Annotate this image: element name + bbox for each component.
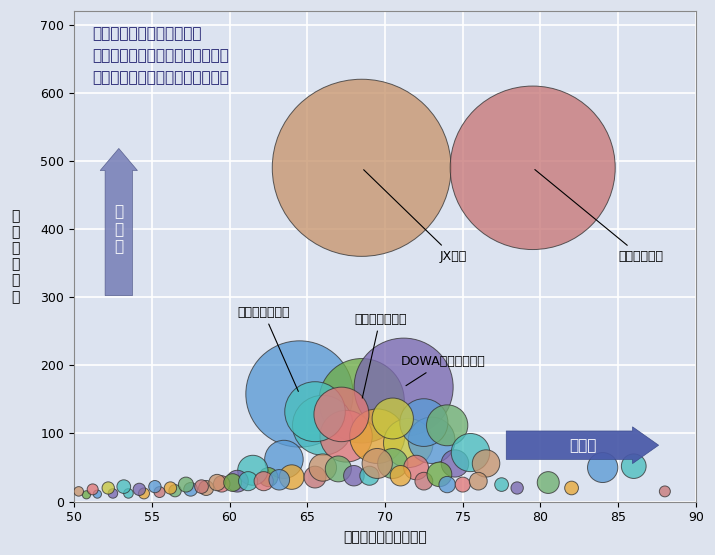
- X-axis label: パテントスコア最高値: パテントスコア最高値: [343, 530, 427, 544]
- Ellipse shape: [537, 472, 559, 493]
- Ellipse shape: [139, 488, 149, 499]
- Text: 三菱マテリアル: 三菱マテリアル: [237, 306, 298, 391]
- Ellipse shape: [450, 86, 615, 250]
- FancyArrow shape: [506, 427, 659, 463]
- Ellipse shape: [269, 470, 290, 490]
- Ellipse shape: [408, 417, 455, 463]
- Text: 円の大きさ：有効特許件数
　縦軸：権利者スコア（総合力）
　横軸：スコア最高値（個別力）: 円の大きさ：有効特許件数 縦軸：権利者スコア（総合力） 横軸：スコア最高値（個別…: [93, 26, 230, 85]
- Ellipse shape: [404, 455, 428, 480]
- Ellipse shape: [320, 410, 373, 462]
- Ellipse shape: [360, 466, 379, 485]
- Ellipse shape: [117, 480, 131, 493]
- Ellipse shape: [344, 466, 364, 486]
- Ellipse shape: [495, 478, 508, 491]
- Ellipse shape: [378, 448, 408, 478]
- Text: 個別力: 個別力: [568, 438, 596, 453]
- Ellipse shape: [102, 482, 114, 494]
- Text: JX金属: JX金属: [364, 170, 467, 263]
- Ellipse shape: [372, 398, 413, 439]
- Ellipse shape: [209, 475, 225, 491]
- Text: 住友金属鉱山: 住友金属鉱山: [535, 170, 664, 263]
- Ellipse shape: [455, 477, 470, 492]
- Ellipse shape: [292, 395, 353, 455]
- Ellipse shape: [254, 472, 273, 491]
- Ellipse shape: [149, 481, 161, 493]
- Ellipse shape: [439, 476, 455, 493]
- Ellipse shape: [427, 462, 452, 487]
- Ellipse shape: [194, 480, 208, 493]
- Ellipse shape: [285, 382, 345, 442]
- Ellipse shape: [239, 472, 258, 491]
- Ellipse shape: [383, 418, 433, 467]
- Ellipse shape: [259, 467, 278, 487]
- Ellipse shape: [164, 482, 177, 494]
- Ellipse shape: [74, 487, 84, 496]
- Ellipse shape: [265, 440, 303, 478]
- Ellipse shape: [214, 476, 230, 492]
- Text: 田中貴金属工業: 田中貴金属工業: [354, 312, 406, 398]
- Ellipse shape: [226, 470, 248, 492]
- FancyArrow shape: [100, 148, 137, 296]
- Ellipse shape: [427, 405, 468, 446]
- Ellipse shape: [473, 450, 500, 477]
- Ellipse shape: [415, 472, 433, 490]
- Ellipse shape: [184, 482, 197, 496]
- Y-axis label: 権
利
者
ス
コ
ア: 権 利 者 ス コ ア: [11, 209, 19, 304]
- Ellipse shape: [565, 481, 578, 495]
- Ellipse shape: [179, 477, 194, 492]
- Ellipse shape: [272, 79, 451, 256]
- Ellipse shape: [133, 483, 146, 496]
- Ellipse shape: [82, 491, 91, 499]
- Ellipse shape: [93, 490, 102, 498]
- Ellipse shape: [362, 448, 393, 478]
- Ellipse shape: [441, 450, 469, 477]
- Ellipse shape: [246, 341, 353, 447]
- Ellipse shape: [314, 387, 369, 442]
- Text: 総
合
力: 総 合 力: [114, 204, 124, 254]
- Ellipse shape: [511, 482, 523, 494]
- Ellipse shape: [390, 466, 411, 486]
- Ellipse shape: [304, 466, 326, 488]
- Ellipse shape: [325, 456, 351, 482]
- Ellipse shape: [319, 359, 404, 443]
- Ellipse shape: [659, 486, 671, 497]
- Ellipse shape: [87, 484, 98, 495]
- Ellipse shape: [237, 455, 268, 485]
- Text: DOWAエコシステム: DOWAエコシステム: [400, 355, 485, 386]
- Ellipse shape: [451, 433, 490, 472]
- Ellipse shape: [199, 481, 214, 496]
- Ellipse shape: [469, 472, 487, 490]
- Ellipse shape: [621, 454, 646, 478]
- Ellipse shape: [354, 338, 453, 436]
- Ellipse shape: [350, 409, 405, 463]
- Ellipse shape: [124, 488, 133, 498]
- Ellipse shape: [588, 452, 618, 482]
- Ellipse shape: [400, 398, 448, 446]
- Ellipse shape: [108, 488, 118, 498]
- Ellipse shape: [169, 485, 182, 497]
- Ellipse shape: [154, 487, 165, 497]
- Ellipse shape: [280, 465, 304, 490]
- Ellipse shape: [309, 454, 337, 481]
- Ellipse shape: [224, 473, 242, 491]
